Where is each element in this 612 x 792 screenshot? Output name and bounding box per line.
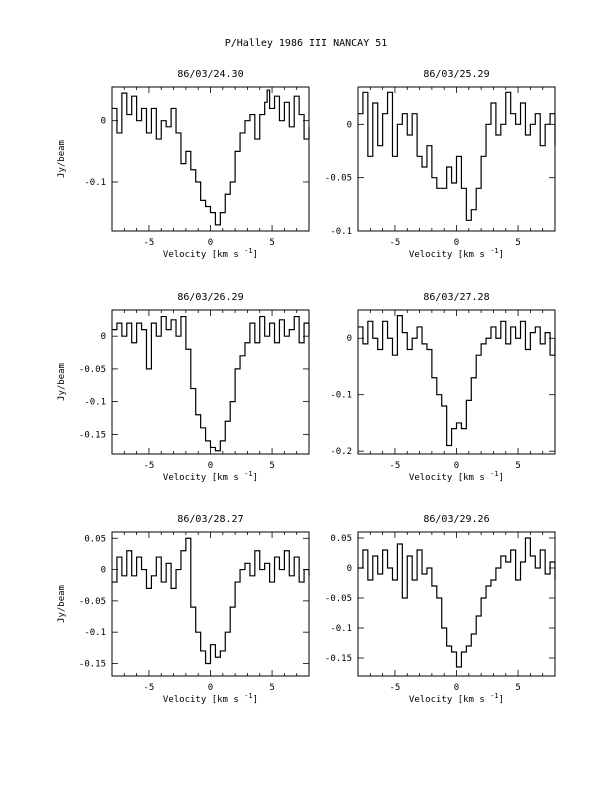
- chart1-xtick-label: 0: [208, 238, 213, 248]
- chart3-ytick-label: -0.05: [79, 365, 106, 375]
- chart1-title: 86/03/24.30: [177, 69, 243, 80]
- chart5-xlabel: Velocity [km s -1]: [163, 692, 258, 705]
- panel-1: 86/03/24.30 -5 0 5 0 -0.1 Velocity [km s -1] Jy…: [57, 69, 310, 260]
- chart3-ylabel: Jy/beam: [57, 363, 67, 401]
- chart3-xtick-label: 0: [208, 461, 213, 471]
- chart2-ytick-label: 0: [347, 120, 352, 130]
- chart5-xtick-label: -5: [144, 683, 155, 693]
- chart1-ytick-label: 0: [101, 117, 106, 127]
- chart5-ytick-label: -0.1: [84, 628, 106, 638]
- chart1-xtick-label: -5: [144, 238, 155, 248]
- chart4-ytick-label: -0.1: [330, 391, 352, 401]
- chart6-ytick-label: 0.05: [330, 534, 352, 544]
- chart6-xlabel: Velocity [km s -1]: [409, 692, 504, 705]
- chart4-ytick-label: -0.2: [330, 447, 352, 457]
- chart1-ylabel: Jy/beam: [57, 140, 67, 178]
- panel-6: 86/03/29.26 -5 0 5 0.05 0 -0.05 -0.1 -0.15 Veloci…: [325, 514, 556, 705]
- chart6-xtick-label: -5: [390, 683, 401, 693]
- chart2-xtick-label: 0: [454, 238, 459, 248]
- chart5-title: 86/03/28.27: [177, 514, 243, 525]
- chart5-ytick-label: -0.15: [79, 659, 106, 669]
- panel-2: 86/03/25.29 -5 0 5 0 -0.05 -0.1 Velocity [km s …: [325, 69, 556, 260]
- chart1-ytick-label: -0.1: [84, 178, 106, 188]
- chart4-xtick-label: 0: [454, 461, 459, 471]
- chart6-title: 86/03/29.26: [423, 514, 489, 525]
- chart2-xlabel: Velocity [km s -1]: [409, 247, 504, 260]
- chart1-xlabel: Velocity [km s -1]: [163, 247, 258, 260]
- chart6-series-line: [358, 537, 556, 668]
- panel-4: 86/03/27.28 -5 0 5 0 -0.1 -0.2 Velocity [km s -…: [330, 292, 556, 483]
- chart2-series-line: [358, 91, 556, 221]
- chart3-title: 86/03/26.29: [177, 292, 243, 303]
- chart5-xtick-label: 5: [269, 683, 274, 693]
- chart5-ytick-label: -0.05: [79, 597, 106, 607]
- chart1-xtick-label: 5: [269, 238, 274, 248]
- chart2-xtick-label: -5: [390, 238, 401, 248]
- panel-5: 86/03/28.27 -5 0 5 0.05 0 -0.05 -0.1 -0.15 Veloci…: [57, 514, 310, 705]
- chart4-series-line: [358, 315, 556, 447]
- chart1-series-line: [112, 89, 310, 226]
- chart5-series-line: [112, 537, 310, 665]
- chart2-ytick-label: -0.05: [325, 174, 352, 184]
- chart3-ytick-label: -0.15: [79, 430, 106, 440]
- chart4-xtick-label: 5: [515, 461, 520, 471]
- chart6-xtick-label: 0: [454, 683, 459, 693]
- chart6-ytick-label: -0.1: [330, 624, 352, 634]
- chart4-xlabel: Velocity [km s -1]: [409, 470, 504, 483]
- chart5-xtick-label: 0: [208, 683, 213, 693]
- chart5-ytick-label: 0.05: [84, 534, 106, 544]
- chart3-xlabel: Velocity [km s -1]: [163, 470, 258, 483]
- page-title: P/Halley 1986 III NANCAY 51: [224, 38, 388, 49]
- chart3-xtick-label: 5: [269, 461, 274, 471]
- chart3-series-line: [112, 315, 310, 452]
- chart2-title: 86/03/25.29: [423, 69, 489, 80]
- chart6-ytick-label: -0.15: [325, 654, 352, 664]
- chart3-xtick-label: -5: [144, 461, 155, 471]
- chart2-ytick-label: -0.1: [330, 227, 352, 237]
- chart4-xtick-label: -5: [390, 461, 401, 471]
- chart5-ylabel: Jy/beam: [57, 585, 67, 623]
- chart2-xtick-label: 5: [515, 238, 520, 248]
- chart4-title: 86/03/27.28: [423, 292, 489, 303]
- chart6-ytick-label: 0: [347, 564, 352, 574]
- panel-3: 86/03/26.29 -5 0 5 0 -0.05 -0.1 -0.15 Velocity […: [57, 292, 310, 483]
- chart6-ytick-label: -0.05: [325, 594, 352, 604]
- chart6-xtick-label: 5: [515, 683, 520, 693]
- chart4-ytick-label: 0: [347, 334, 352, 344]
- chart3-ytick-label: 0: [101, 332, 106, 342]
- chart3-ytick-label: -0.1: [84, 398, 106, 408]
- chart5-ytick-label: 0: [101, 566, 106, 576]
